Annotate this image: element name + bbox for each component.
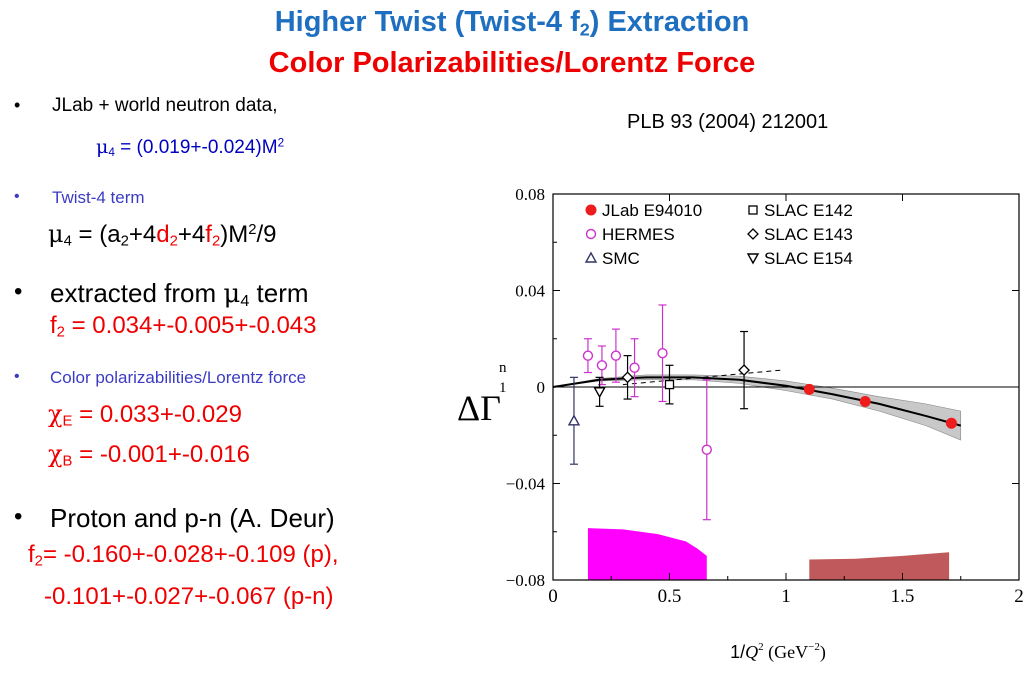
x-tick-label-3: 1.5 <box>891 586 915 607</box>
y-tick-label-2: 0 <box>537 378 546 397</box>
fit-uncertainty-band <box>552 374 962 441</box>
x-tick-label-1: 0.5 <box>658 586 682 607</box>
f2-pn-value: -0.101+-0.027+-0.067 (p-n) <box>44 583 334 610</box>
legend-marker-hermes <box>585 228 597 240</box>
fit-band-area <box>552 374 962 441</box>
hermes-point-6 <box>701 444 712 455</box>
legend-label-hermes: HERMES <box>602 225 675 244</box>
legend-marker-slac-e154 <box>746 253 760 265</box>
systematic-band-2 <box>809 552 950 580</box>
y-tick-label-4: −0.08 <box>506 571 545 590</box>
systematic-bands <box>587 528 950 580</box>
bullet-marker: • <box>14 368 20 385</box>
bullet-twist4-term: Twist-4 term <box>52 188 145 207</box>
legend-marker-slac-e143 <box>747 228 759 240</box>
bullet-marker: • <box>14 503 23 530</box>
bullet-marker: • <box>14 278 23 305</box>
systematic-band-1 <box>587 528 707 580</box>
hermes-point-3 <box>610 350 622 361</box>
twist4-formula: μ4 = (a2+4d2+4f2)M2/9 <box>48 220 277 250</box>
x-axis-label: 1/Q2 (GeV−2) <box>730 641 826 663</box>
hermes-point-5 <box>657 348 668 359</box>
y-tick-label-3: −0.04 <box>506 475 546 494</box>
slac-e154-point-1 <box>593 387 606 399</box>
bullet-marker: • <box>14 95 21 115</box>
page-title: Higher Twist (Twist-4 f2) Extraction <box>274 6 750 40</box>
x-tick-label-0: 0 <box>548 586 558 607</box>
slac-e143-point-2 <box>738 364 750 377</box>
mu4-value: μ4 = (0.019+-0.024)M2 <box>96 136 285 159</box>
legend-label-jlab-e94010: JLab E94010 <box>602 201 702 220</box>
jlab-e94010-point-1 <box>803 383 815 395</box>
page-subtitle: Color Polarizabilities/Lorentz Force <box>268 47 756 79</box>
chi-e-value: χE = 0.033+-0.029 <box>48 400 242 430</box>
f2-neutron-value: f2 = 0.034+-0.005+-0.043 <box>50 312 317 341</box>
delta-gamma1n-chart: 0 0.5 1 1.5 2 0.08 0.04 0 −0.04 −0.08 JLab E94010… <box>457 185 1024 663</box>
y-axis-label-sup: n <box>499 360 507 376</box>
data-points <box>567 304 957 521</box>
bullet-marker: • <box>14 188 20 205</box>
legend-label-slac-e142: SLAC E142 <box>764 201 853 220</box>
x-tick-label-2: 1 <box>781 586 791 607</box>
bullet-proton-pn: Proton and p-n (A. Deur) <box>50 503 335 533</box>
smc-point-1 <box>567 414 581 426</box>
legend-label-smc: SMC <box>602 249 640 268</box>
legend-marker-slac-e142 <box>748 205 758 215</box>
axis-ticks: 0 0.5 1 1.5 2 0.08 0.04 0 −0.04 −0.08 <box>506 185 1024 607</box>
y-tick-label-0: 0.08 <box>515 185 545 204</box>
legend-label-slac-e143: SLAC E143 <box>764 225 853 244</box>
hermes-point-1 <box>582 350 594 361</box>
slac-e143-point-1 <box>621 371 634 384</box>
legend-label-slac-e154: SLAC E154 <box>764 249 853 268</box>
bullet-neutron-data: JLab + world neutron data, <box>52 95 278 116</box>
reference-citation: PLB 93 (2004) 212001 <box>627 111 829 133</box>
hermes-point-4 <box>629 362 640 373</box>
bullet-extracted: extracted from μ4 term <box>50 278 309 311</box>
jlab-e94010-point-2 <box>859 395 871 407</box>
hermes-point-2 <box>596 360 608 371</box>
slac-e142-point-1 <box>664 379 675 390</box>
x-tick-label-4: 2 <box>1014 586 1024 607</box>
f2-proton-value: f2= -0.160+-0.028+-0.109 (p), <box>28 541 339 570</box>
y-axis-label: ΔΓ <box>457 388 501 428</box>
chi-b-value: χB = -0.001+-0.016 <box>48 440 250 470</box>
legend-marker-smc <box>584 251 598 263</box>
legend: JLab E94010 HERMES SMC SLAC E142 SLAC E143 SL… <box>584 201 853 268</box>
jlab-e94010-point-3 <box>945 417 957 429</box>
bullet-color-polarizabilities: Color polarizabilities/Lorentz force <box>50 368 307 387</box>
y-axis-label-sub: 1 <box>499 380 507 396</box>
y-tick-label-1: 0.04 <box>515 282 545 301</box>
legend-marker-jlab-e94010 <box>585 204 597 216</box>
